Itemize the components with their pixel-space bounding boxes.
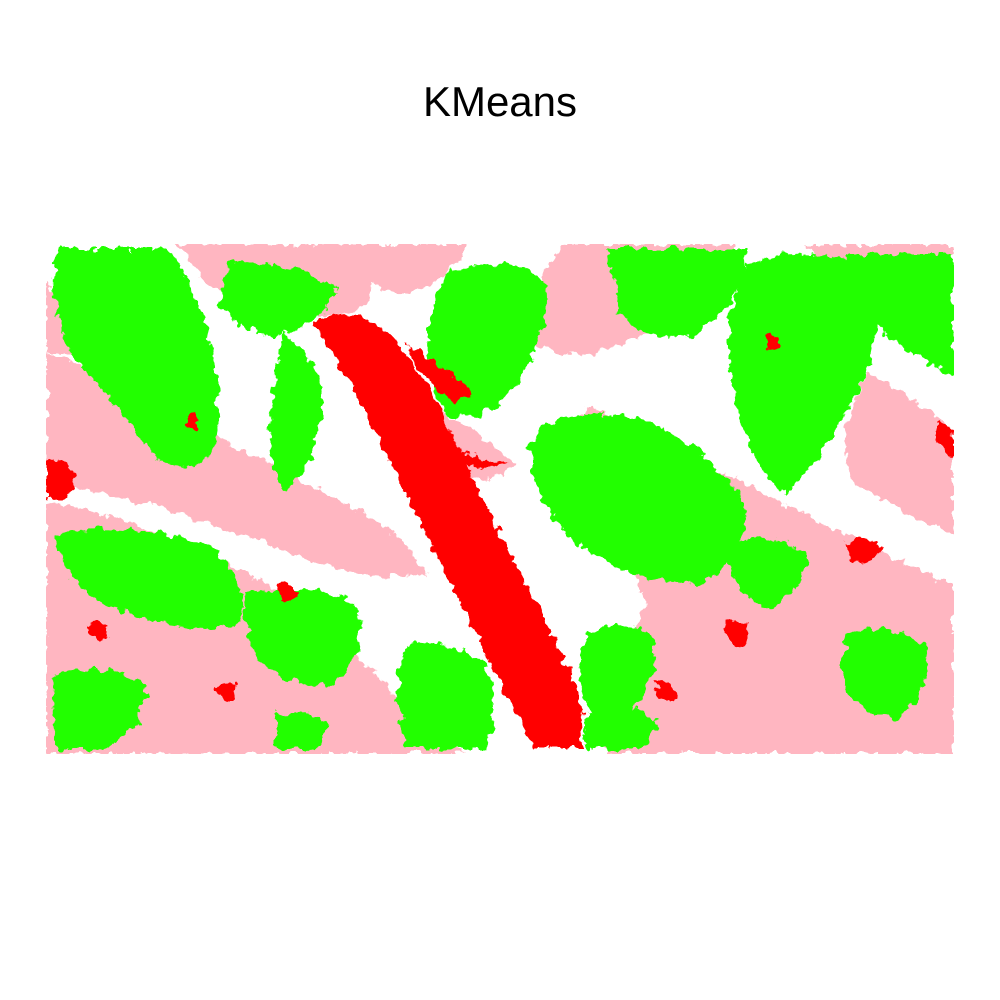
segmentation-map xyxy=(46,244,954,754)
cluster-red-region xyxy=(46,315,954,749)
plot-title: KMeans xyxy=(422,78,578,125)
cluster-green-region xyxy=(52,249,954,749)
